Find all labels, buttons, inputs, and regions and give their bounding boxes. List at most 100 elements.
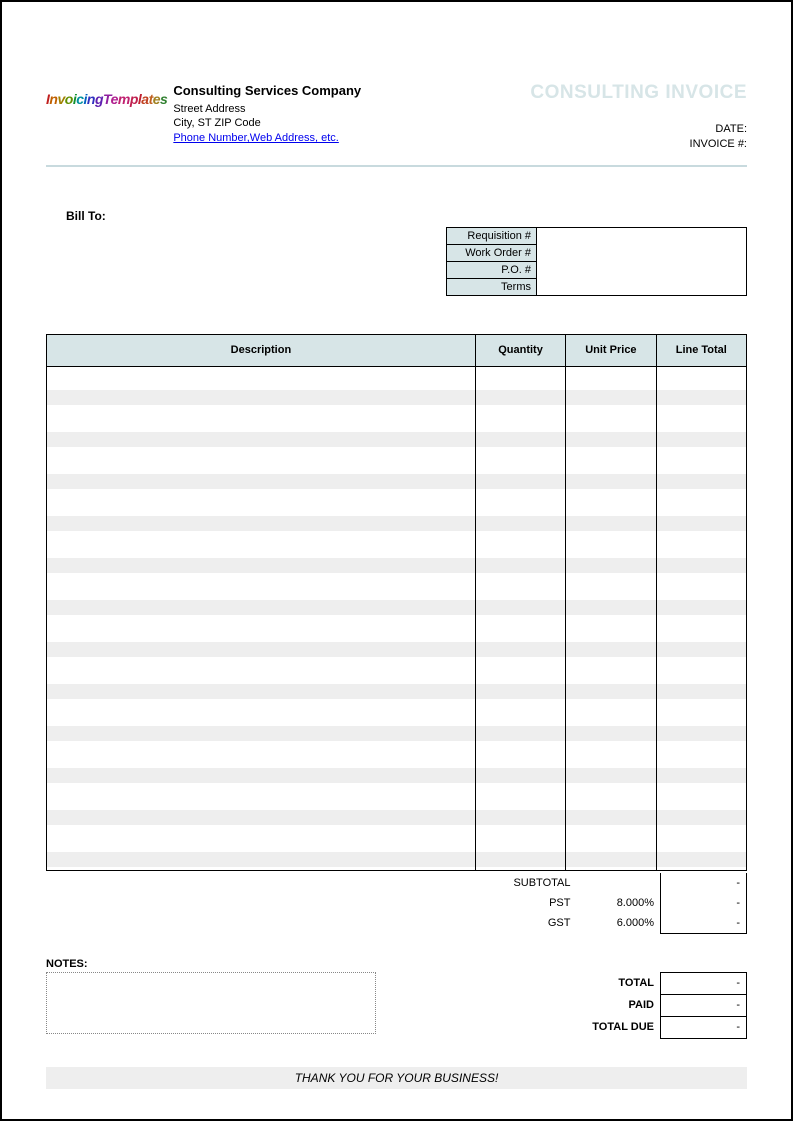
table-cell (656, 660, 746, 681)
subtotals-area: SUBTOTAL - PST 8.000% - GST 6.000% - (46, 873, 747, 934)
req-label: P.O. # (447, 261, 537, 278)
gst-rate: 6.000% (577, 913, 661, 933)
table-cell (566, 849, 656, 871)
table-cell (47, 471, 476, 492)
meta-lines: DATE: INVOICE #: (530, 122, 747, 153)
table-cell (47, 786, 476, 807)
table-row (47, 429, 747, 450)
table-cell (47, 576, 476, 597)
table-cell (566, 408, 656, 429)
table-cell (47, 681, 476, 702)
table-row (47, 765, 747, 786)
table-cell (566, 513, 656, 534)
table-cell (566, 471, 656, 492)
header-divider (46, 165, 747, 167)
table-cell (656, 702, 746, 723)
table-cell (47, 807, 476, 828)
table-cell (475, 660, 565, 681)
header: InvoicingTemplates Consulting Services C… (46, 82, 747, 153)
total-label: TOTAL (461, 972, 661, 994)
table-cell (475, 408, 565, 429)
table-cell (475, 765, 565, 786)
table-cell (566, 744, 656, 765)
table-row (47, 618, 747, 639)
table-row (47, 639, 747, 660)
header-left: InvoicingTemplates Consulting Services C… (46, 82, 361, 146)
req-label: Work Order # (447, 244, 537, 261)
table-row (47, 555, 747, 576)
table-cell (475, 597, 565, 618)
paid-label: PAID (461, 994, 661, 1016)
company-address-1: Street Address (173, 102, 361, 117)
table-row (47, 807, 747, 828)
table-cell (475, 681, 565, 702)
table-cell (475, 429, 565, 450)
total-value: - (661, 972, 747, 994)
table-cell (566, 681, 656, 702)
table-cell (47, 702, 476, 723)
col-unit-price: Unit Price (566, 334, 656, 366)
table-cell (566, 765, 656, 786)
notes-label: NOTES: (46, 958, 747, 970)
req-values (537, 227, 747, 295)
table-cell (656, 681, 746, 702)
table-cell (656, 744, 746, 765)
table-cell (475, 702, 565, 723)
items-table: Description Quantity Unit Price Line Tot… (46, 334, 747, 872)
total-due-value: - (661, 1016, 747, 1038)
gst-value: - (661, 913, 747, 933)
table-cell (47, 492, 476, 513)
table-cell (566, 807, 656, 828)
table-row (47, 660, 747, 681)
table-row (47, 534, 747, 555)
table-cell (475, 744, 565, 765)
table-row (47, 408, 747, 429)
table-cell (656, 471, 746, 492)
table-cell (656, 387, 746, 408)
col-line-total: Line Total (656, 334, 746, 366)
grand-totals-table: TOTAL - PAID - TOTAL DUE - (461, 972, 748, 1039)
table-cell (475, 639, 565, 660)
pst-rate: 8.000% (577, 893, 661, 913)
table-cell (566, 618, 656, 639)
col-quantity: Quantity (475, 334, 565, 366)
table-cell (47, 387, 476, 408)
subtotal-value: - (661, 873, 747, 893)
thank-you-footer: THANK YOU FOR YOUR BUSINESS! (46, 1067, 747, 1089)
table-cell (47, 618, 476, 639)
table-cell (656, 534, 746, 555)
table-cell (47, 849, 476, 871)
table-cell (475, 576, 565, 597)
items-body (47, 366, 747, 871)
table-row (47, 681, 747, 702)
subtotal-rate (577, 873, 661, 893)
logo: InvoicingTemplates (46, 82, 167, 146)
table-row (47, 471, 747, 492)
paid-value: - (661, 994, 747, 1016)
gst-label: GST (497, 913, 577, 933)
bill-to-label: Bill To: (66, 209, 106, 223)
company-contact-link[interactable]: Phone Number,Web Address, etc. (173, 132, 339, 144)
table-cell (656, 597, 746, 618)
document-title: CONSULTING INVOICE (530, 82, 747, 104)
notes-box[interactable] (46, 972, 376, 1034)
table-row (47, 744, 747, 765)
table-cell (566, 555, 656, 576)
table-cell (656, 639, 746, 660)
table-cell (566, 450, 656, 471)
table-cell (475, 366, 565, 387)
table-row (47, 576, 747, 597)
table-row (47, 513, 747, 534)
table-cell (47, 723, 476, 744)
table-cell (475, 513, 565, 534)
table-cell (475, 387, 565, 408)
table-cell (475, 618, 565, 639)
subtotals-table: SUBTOTAL - PST 8.000% - GST 6.000% - (497, 873, 748, 934)
table-cell (47, 534, 476, 555)
table-cell (566, 786, 656, 807)
table-cell (475, 828, 565, 849)
date-label: DATE: (530, 122, 747, 137)
table-cell (656, 408, 746, 429)
table-cell (656, 828, 746, 849)
table-cell (656, 513, 746, 534)
